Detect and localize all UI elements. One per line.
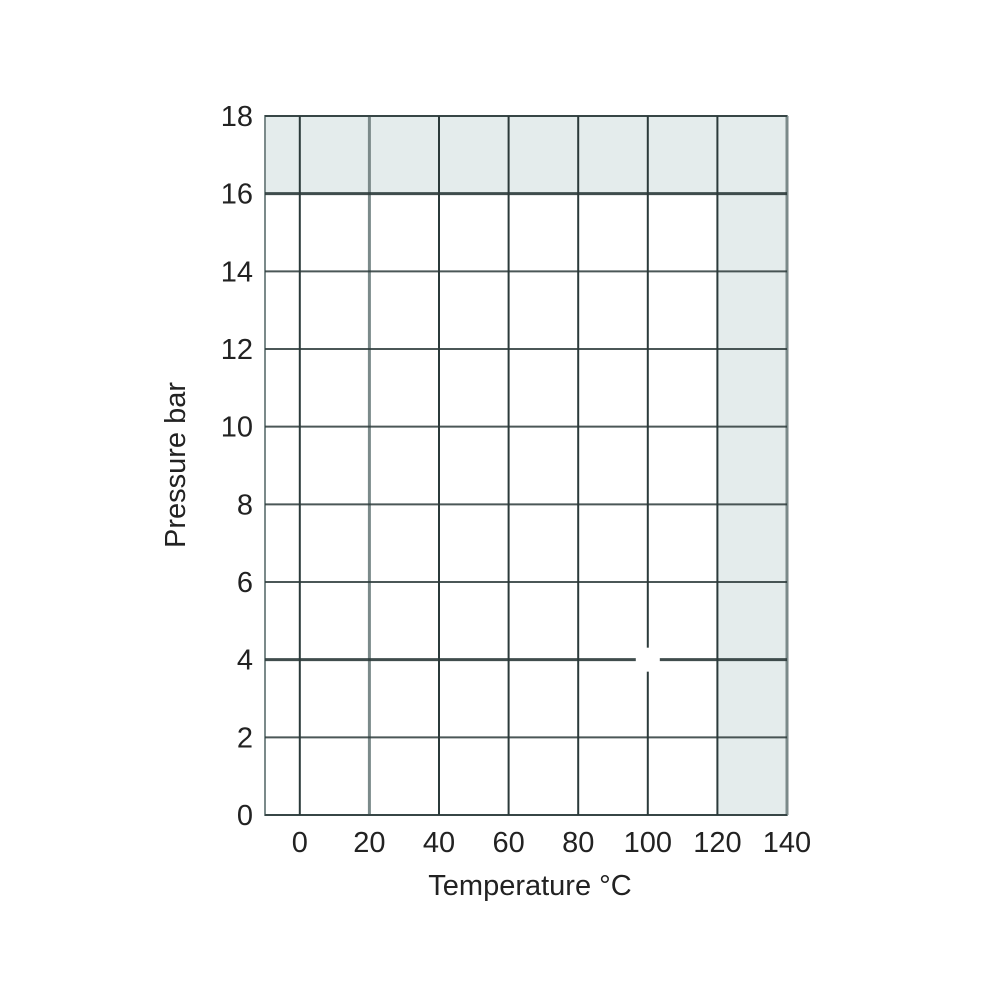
y-tick-labels: 0 2 4 6 8 10 12 14 16 18	[221, 101, 253, 832]
marker-layer	[635, 647, 660, 672]
x-tick-label-60: 60	[492, 827, 524, 859]
grid-lines	[264, 115, 789, 816]
y-tick-label-18: 18	[221, 101, 253, 133]
shaded-region-1	[265, 116, 787, 194]
x-tick-label-20: 20	[353, 827, 385, 859]
y-tick-label-2: 2	[237, 722, 253, 754]
x-tick-label-80: 80	[562, 827, 594, 859]
x-tick-label-40: 40	[423, 827, 455, 859]
y-tick-label-0: 0	[237, 800, 253, 832]
y-tick-label-8: 8	[237, 489, 253, 521]
y-tick-label-4: 4	[237, 645, 253, 677]
y-tick-label-16: 16	[221, 179, 253, 211]
y-tick-label-10: 10	[221, 412, 253, 444]
y-axis-title: Pressure bar	[160, 382, 192, 548]
x-tick-label-140: 140	[763, 827, 811, 859]
y-tick-label-14: 14	[221, 256, 253, 288]
x-tick-label-120: 120	[693, 827, 741, 859]
x-axis-title: Temperature °C	[428, 870, 631, 902]
x-tick-labels: 0 20 40 60 80 100 120 140	[292, 827, 811, 859]
x-tick-label-0: 0	[292, 827, 308, 859]
y-tick-label-12: 12	[221, 334, 253, 366]
x-tick-label-100: 100	[624, 827, 672, 859]
y-tick-label-6: 6	[237, 567, 253, 599]
